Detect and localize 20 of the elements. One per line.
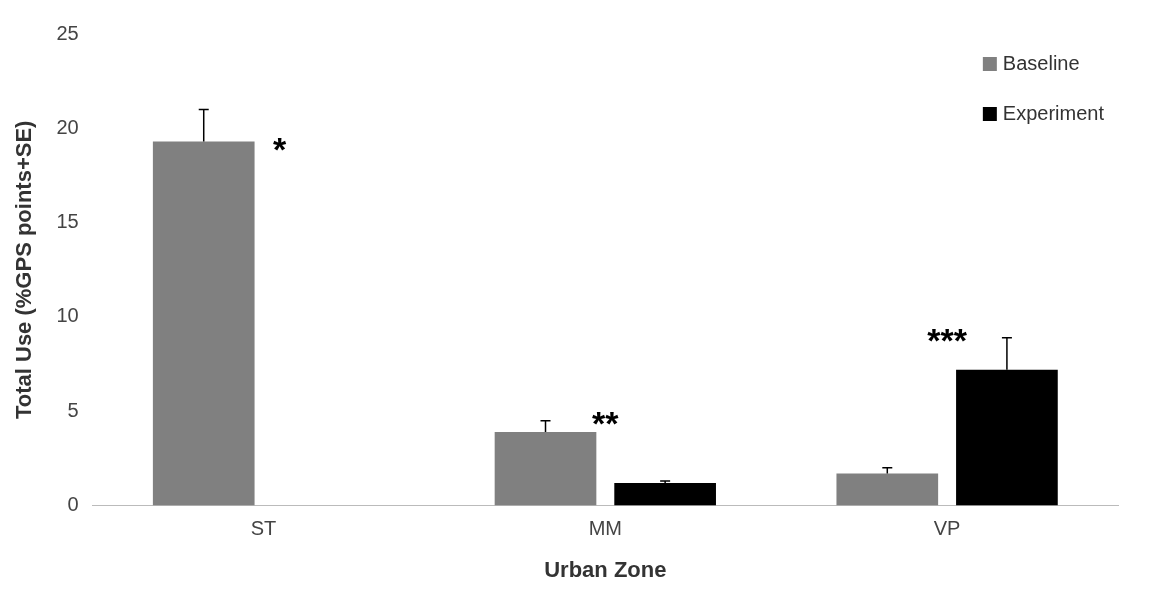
annotation: * xyxy=(272,130,287,169)
legend-label: Baseline xyxy=(1002,51,1080,74)
y-axis-title: Total Use (%GPS points+SE) xyxy=(11,120,37,420)
x-tick-label: VP xyxy=(933,517,961,540)
y-tick-label: 15 xyxy=(56,210,79,233)
annotation: *** xyxy=(927,320,968,359)
y-tick-label: 20 xyxy=(56,115,79,138)
annotation: ** xyxy=(592,403,620,442)
bar xyxy=(152,141,255,506)
legend-label: Experiment xyxy=(1002,101,1105,124)
x-tick-label: MM xyxy=(588,517,622,540)
x-tick-label: ST xyxy=(250,517,277,540)
y-tick-label: 25 xyxy=(56,21,79,44)
y-tick-label: 0 xyxy=(67,493,79,516)
x-axis-title: Urban Zone xyxy=(544,556,667,582)
bar xyxy=(614,482,716,506)
bar xyxy=(494,432,597,506)
y-tick-label: 10 xyxy=(56,304,79,327)
bar xyxy=(836,473,939,506)
y-tick-label: 5 xyxy=(67,398,79,421)
